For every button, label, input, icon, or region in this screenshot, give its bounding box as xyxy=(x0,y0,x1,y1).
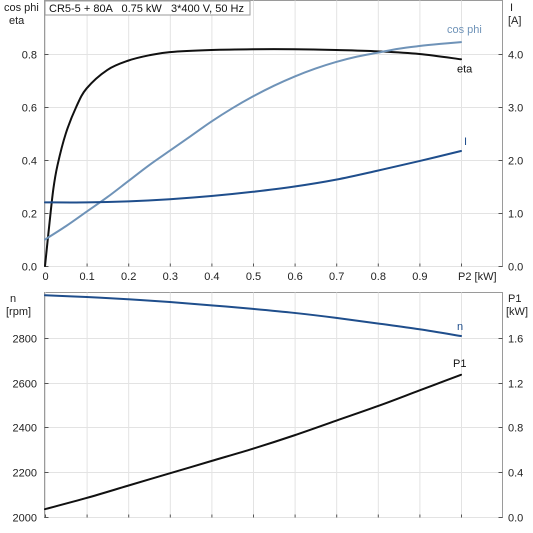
right-tick-label: 1.2 xyxy=(508,379,523,391)
right-tick-label: 3.0 xyxy=(508,103,523,115)
series-label-n: n xyxy=(457,321,463,333)
left-tick-label: 0.2 xyxy=(22,209,37,221)
bottom-left-axis-label-line1: n xyxy=(10,293,16,305)
x-tick-label: 0.9 xyxy=(412,271,427,283)
x-tick-label: 0.2 xyxy=(121,271,136,283)
top-ticks: 0.0 0.2 0.4 0.6 0.8 0.0 1.0 2.0 3.0 4.0 0 0.1 0.2 0.3… xyxy=(22,50,524,284)
x-tick-label: 0.1 xyxy=(79,271,94,283)
bottom-grid xyxy=(44,292,503,518)
right-tick-label: 2.0 xyxy=(508,156,523,168)
chart-title-box xyxy=(44,0,251,16)
top-chart: 0.0 0.2 0.4 0.6 0.8 0.0 1.0 2.0 3.0 4.0 0 0.1 0.2 0.3… xyxy=(4,0,524,284)
left-tick-label: 2600 xyxy=(13,379,37,391)
right-tick-label: 0.0 xyxy=(508,262,523,274)
left-tick-label: 2200 xyxy=(13,468,37,480)
x-tick-label: 0.6 xyxy=(287,271,302,283)
top-grid xyxy=(44,0,503,267)
right-tick-label: 1.0 xyxy=(508,209,523,221)
x-tick-label: 0 xyxy=(42,271,48,283)
bottom-series-layer: n P1 xyxy=(44,294,466,511)
chart-title: CR5-5 + 80A 0.75 kW 3*400 V, 50 Hz xyxy=(49,3,244,15)
series-label-i: I xyxy=(464,136,467,148)
series-line-cos-phi xyxy=(44,41,462,241)
x-tick-label: 0.4 xyxy=(204,271,219,283)
x-tick-label: 0.3 xyxy=(163,271,178,283)
series-label-p1: P1 xyxy=(453,358,466,370)
x-tick-label: 0.5 xyxy=(246,271,261,283)
top-right-axis-label-line1: I xyxy=(510,2,513,14)
x-tick-label: 0.7 xyxy=(329,271,344,283)
bottom-left-axis-label-line2: [rpm] xyxy=(6,306,31,318)
right-tick-label: 0.4 xyxy=(508,468,523,480)
left-tick-label: 0.6 xyxy=(22,103,37,115)
x-tick-label: 0.8 xyxy=(371,271,386,283)
left-tick-label: 0.0 xyxy=(22,262,37,274)
bottom-plot-frame xyxy=(44,292,503,518)
left-tick-label: 2400 xyxy=(13,423,37,435)
series-label-cos-phi: cos phi xyxy=(447,24,482,36)
top-right-axis-label-line2: [A] xyxy=(508,15,521,27)
top-series-layer: eta cos phi I xyxy=(44,24,482,267)
left-tick-label: 2800 xyxy=(13,334,37,346)
series-label-eta: eta xyxy=(457,63,473,75)
bottom-right-axis-label-line2: [kW] xyxy=(506,306,528,318)
right-tick-label: 1.6 xyxy=(508,334,523,346)
right-tick-label: 4.0 xyxy=(508,50,523,62)
left-tick-label: 0.4 xyxy=(22,156,37,168)
top-left-axis-label-line2: eta xyxy=(9,15,25,27)
top-plot-frame xyxy=(44,0,503,267)
series-line-p1 xyxy=(44,373,462,511)
bottom-right-axis-label-line1: P1 xyxy=(508,293,521,305)
right-tick-label: 0.0 xyxy=(508,513,523,525)
top-left-axis-label-line1: cos phi xyxy=(4,2,39,14)
right-tick-label: 0.8 xyxy=(508,423,523,435)
x-axis-label: P2 [kW] xyxy=(458,271,497,283)
series-line-i xyxy=(44,149,462,204)
left-tick-label: 0.8 xyxy=(22,50,37,62)
series-line-n xyxy=(44,294,462,338)
series-line-eta xyxy=(44,48,462,267)
left-tick-label: 2000 xyxy=(13,513,37,525)
bottom-ticks: 2000 2200 2400 2600 2800 0.0 0.4 0.8 1.2 1.6 xyxy=(13,334,524,525)
